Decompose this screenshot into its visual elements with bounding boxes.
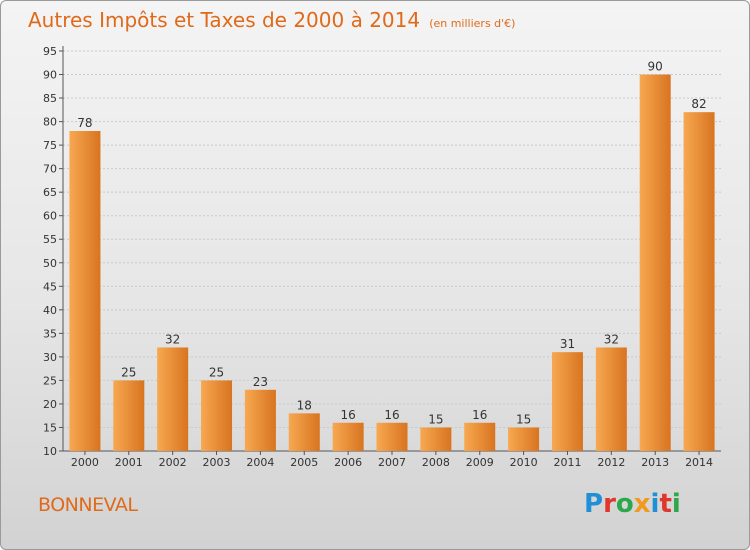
y-tick-label: 65 <box>43 186 57 199</box>
y-tick-label: 95 <box>43 45 57 58</box>
y-tick-label: 70 <box>43 163 57 176</box>
x-tick-label: 2005 <box>290 456 318 469</box>
data-label: 31 <box>560 337 575 351</box>
data-label: 32 <box>165 332 180 346</box>
data-label: 32 <box>604 332 619 346</box>
bar <box>551 352 583 451</box>
x-tick-label: 2010 <box>510 456 538 469</box>
x-tick-label: 2003 <box>203 456 231 469</box>
y-tick-label: 20 <box>43 398 57 411</box>
bar <box>595 347 627 451</box>
data-label: 25 <box>209 365 224 379</box>
x-tick-label: 2013 <box>641 456 669 469</box>
y-tick-label: 50 <box>43 257 57 270</box>
x-tick-label: 2002 <box>159 456 187 469</box>
data-label: 15 <box>428 412 443 426</box>
commune-name: BONNEVAL <box>38 494 138 516</box>
bar <box>201 380 233 451</box>
y-tick-label: 55 <box>43 233 57 246</box>
labels: 10 15 20 25 30 35 40 45 50 55 60 65 70 75 80 85 90 95 78 20… <box>43 45 713 469</box>
x-tick-label: 2001 <box>115 456 143 469</box>
bar <box>113 380 145 451</box>
data-label: 18 <box>297 398 312 412</box>
bar <box>639 74 671 451</box>
data-label: 78 <box>77 116 92 130</box>
bar <box>288 413 320 451</box>
x-tick-label: 2011 <box>553 456 581 469</box>
bar <box>508 427 540 451</box>
chart-title: Autres Impôts et Taxes de 2000 à 2014 <box>28 8 421 32</box>
x-tick-label: 2012 <box>597 456 625 469</box>
data-label: 16 <box>340 408 355 422</box>
x-tick-label: 2009 <box>466 456 494 469</box>
bar <box>332 422 364 451</box>
x-tick-label: 2007 <box>378 456 406 469</box>
bar <box>420 427 452 451</box>
data-label: 23 <box>253 375 268 389</box>
bar <box>376 422 408 451</box>
y-tick-label: 90 <box>43 69 57 82</box>
bar <box>69 131 101 451</box>
chart-unit: (en milliers d'€) <box>429 17 516 30</box>
x-tick-label: 2006 <box>334 456 362 469</box>
bars <box>69 74 715 452</box>
x-tick-label: 2004 <box>246 456 274 469</box>
data-label: 25 <box>121 365 136 379</box>
y-tick-label: 60 <box>43 210 57 223</box>
bar <box>157 347 189 451</box>
data-label: 82 <box>691 97 706 111</box>
y-tick-label: 25 <box>43 374 57 387</box>
proxiti-logo: Proxiti <box>584 489 681 519</box>
bar <box>464 422 496 451</box>
y-tick-label: 45 <box>43 280 57 293</box>
y-tick-label: 30 <box>43 351 57 364</box>
data-label: 16 <box>384 408 399 422</box>
chart-title-block: Autres Impôts et Taxes de 2000 à 2014 (e… <box>28 8 515 32</box>
x-tick-label: 2008 <box>422 456 450 469</box>
data-label: 90 <box>648 60 663 74</box>
bar <box>683 112 715 452</box>
x-tick-label: 2000 <box>71 456 99 469</box>
data-label: 16 <box>472 408 487 422</box>
y-tick-label: 35 <box>43 327 57 340</box>
y-tick-label: 40 <box>43 304 57 317</box>
y-tick-label: 10 <box>43 445 57 458</box>
data-label: 15 <box>516 412 531 426</box>
y-tick-label: 15 <box>43 421 57 434</box>
y-tick-label: 80 <box>43 116 57 129</box>
y-tick-label: 75 <box>43 139 57 152</box>
bar <box>244 389 276 451</box>
x-tick-label: 2014 <box>685 456 713 469</box>
y-tick-label: 85 <box>43 92 57 105</box>
